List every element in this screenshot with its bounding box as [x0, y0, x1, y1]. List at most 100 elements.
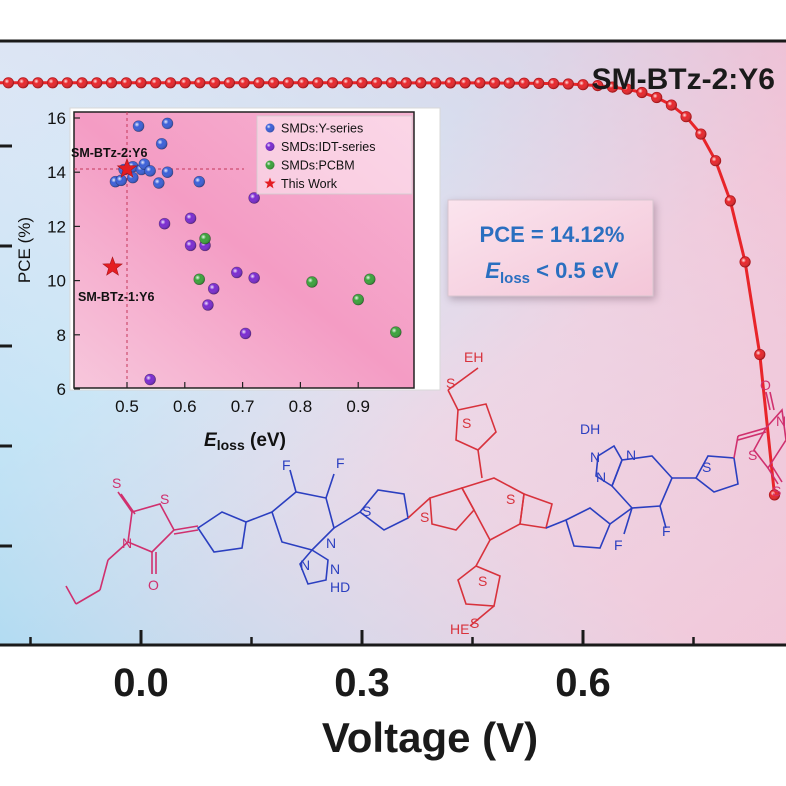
jv-point	[32, 77, 44, 89]
jv-point	[120, 77, 132, 89]
jv-point	[150, 77, 162, 89]
atom-label: N	[300, 557, 310, 573]
inset-point	[144, 165, 156, 177]
jv-point	[754, 348, 766, 361]
inset-x-tick-label: 0.5	[115, 397, 139, 416]
inset-point	[144, 373, 156, 386]
atom-label: S	[112, 475, 121, 491]
jv-point	[76, 77, 88, 89]
atom-label: O	[148, 577, 159, 593]
inset-legend: SMDs:Y-series SMDs:IDT-series SMDs:PCBM Thi…	[256, 115, 413, 195]
inset-point	[363, 273, 376, 286]
jv-point	[105, 77, 118, 89]
jv-point	[400, 77, 412, 89]
atom-label: S	[506, 491, 515, 507]
atom-label: S	[702, 459, 711, 475]
inset-y-tick-label: 16	[47, 109, 66, 128]
inset-point	[306, 276, 318, 288]
atom-label: N	[326, 535, 336, 551]
jv-point	[312, 77, 324, 89]
jv-point	[341, 77, 353, 89]
jv-point	[577, 79, 589, 91]
atom-label: O	[760, 377, 771, 393]
jv-point	[474, 77, 486, 89]
jv-point	[238, 77, 250, 89]
atom-label: F	[662, 523, 671, 539]
atom-label: EH	[464, 349, 483, 365]
inset-point	[158, 217, 171, 230]
inset-x-tick-label: 0.9	[346, 397, 370, 416]
legend-entry-label: SMDs:IDT-series	[281, 140, 375, 154]
inset-point	[152, 177, 165, 189]
jv-point	[415, 77, 427, 89]
atom-label: S	[160, 491, 169, 507]
right-end-group	[733, 391, 786, 485]
inset-point	[184, 212, 197, 225]
legend-entry-label: SMDs:PCBM	[281, 159, 355, 173]
label-sm-btz-2: SM-BTz-2:Y6	[71, 146, 147, 160]
atom-label: S	[446, 375, 455, 391]
jv-point	[444, 77, 456, 89]
inset-reference-lines	[74, 112, 244, 388]
inset-point	[161, 117, 174, 130]
main-x-tick-label: 0.3	[334, 661, 390, 705]
inset-y-tick-label: 14	[47, 163, 66, 182]
jv-point	[739, 256, 751, 268]
inset-x-ticks: 0.5 0.6 0.7 0.8 0.9	[115, 382, 370, 416]
jv-point	[46, 77, 59, 89]
eloss-symbol: E	[485, 258, 501, 283]
inset-point	[193, 273, 206, 286]
inset-x-tick-label: 0.7	[231, 397, 255, 416]
pce-value-text: PCE = 14.12%	[480, 222, 625, 247]
eloss-subscript: loss	[500, 270, 530, 287]
jv-point	[91, 77, 103, 89]
atom-label: F	[336, 455, 345, 471]
atom-label: N	[626, 447, 636, 463]
atom-label: S	[362, 503, 371, 519]
inset-point	[155, 137, 168, 150]
jv-point	[267, 77, 280, 89]
atom-label: N	[590, 449, 600, 465]
jv-point	[518, 77, 530, 89]
left-end-group	[65, 491, 199, 605]
label-sm-btz-1: SM-BTz-1:Y6	[78, 290, 154, 304]
atom-label: S	[420, 509, 429, 525]
inset-point	[199, 232, 211, 245]
legend-marker-star	[264, 177, 276, 189]
main-x-axis-title: Voltage (V)	[322, 714, 538, 761]
jv-point	[17, 77, 29, 89]
atom-label: S	[748, 447, 757, 463]
legend-entry-label: This Work	[281, 177, 338, 191]
atom-label: F	[282, 457, 291, 473]
atom-label: S	[478, 573, 487, 589]
jv-point	[503, 77, 515, 89]
pce-annotation: PCE = 14.12% Eloss < 0.5 eV	[447, 199, 654, 297]
jv-point	[695, 128, 707, 140]
inset-plot-frame	[73, 111, 415, 389]
inset-x-axis-symbol: E	[204, 430, 218, 451]
jv-point	[488, 77, 501, 89]
jv-point	[297, 77, 309, 89]
jv-point	[724, 195, 736, 207]
jv-point	[164, 77, 177, 89]
jv-point	[665, 99, 678, 111]
atom-label: N	[122, 535, 132, 551]
inset-point	[352, 293, 365, 306]
jv-point	[194, 77, 206, 89]
main-y-ticks	[0, 144, 12, 548]
left-donor-unit	[196, 469, 409, 585]
atom-label: F	[614, 537, 623, 553]
inset-y-tick-label: 10	[47, 272, 66, 291]
atom-label: S	[772, 483, 781, 499]
inset-y-ticks: 6 8 10 12 14 16	[47, 109, 80, 399]
inset-y-tick-label: 8	[57, 326, 66, 345]
jv-point	[356, 77, 368, 89]
jv-point	[253, 77, 265, 89]
inset-x-axis-unit: (eV)	[245, 430, 286, 451]
jv-point	[326, 77, 339, 89]
inset-point	[389, 326, 402, 338]
svg-text:Eloss (eV): Eloss (eV)	[204, 430, 286, 453]
inset-x-tick-label: 0.6	[173, 397, 197, 416]
main-x-tick-label: 0.6	[555, 661, 611, 705]
